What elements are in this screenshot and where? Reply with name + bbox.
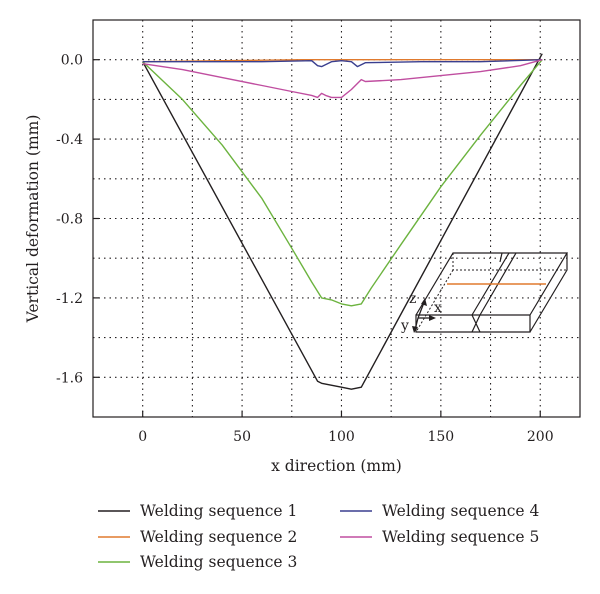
x-tick-label: 50 — [233, 429, 251, 445]
legend-label-3: Welding sequence 3 — [140, 553, 297, 571]
series-line-1 — [142, 53, 543, 390]
inset-x-label: x — [434, 300, 442, 316]
inset-hidden-edges — [415, 253, 567, 333]
inset-y-label: y — [400, 318, 409, 334]
legend-label-4: Welding sequence 4 — [382, 502, 539, 520]
series-line-3 — [142, 59, 543, 307]
grid — [93, 20, 580, 417]
y-axis: 0.0 -0.4 -0.8 -1.2 -1.6 — [56, 53, 99, 386]
x-tick-label: 150 — [427, 429, 454, 445]
y-tick-label: -1.2 — [56, 291, 83, 307]
x-tick-label: 0 — [138, 429, 147, 445]
inset-x-arrowhead — [429, 315, 436, 321]
y-tick-label: -1.6 — [56, 370, 83, 386]
series-line-4 — [142, 59, 543, 68]
inset-y-arrowhead — [412, 326, 418, 333]
legend-label-2: Welding sequence 2 — [140, 528, 297, 546]
specimen-inset: z x y — [400, 252, 569, 334]
x-axis-title: x direction (mm) — [271, 457, 402, 475]
series-line-2 — [142, 59, 543, 63]
y-tick-label: -0.4 — [56, 132, 83, 148]
series-line-5 — [142, 59, 543, 99]
y-axis-title: Vertical deformation (mm) — [24, 115, 42, 324]
legend: Welding sequence 1 Welding sequence 2 Weld… — [98, 502, 539, 571]
inset-z-label: z — [409, 291, 416, 307]
legend-label-1: Welding sequence 1 — [140, 502, 297, 520]
x-tick-label: 200 — [527, 429, 554, 445]
inset-z-arrowhead — [421, 298, 427, 306]
y-tick-label: 0.0 — [61, 53, 83, 69]
series-lines — [142, 53, 543, 390]
x-tick-label: 100 — [328, 429, 355, 445]
legend-label-5: Welding sequence 5 — [382, 528, 539, 546]
y-tick-label: -0.8 — [56, 212, 83, 228]
inset-weld-joint — [471, 252, 517, 333]
x-axis: 0 50 100 150 200 — [138, 411, 554, 445]
inset-plate-outline — [415, 252, 569, 333]
